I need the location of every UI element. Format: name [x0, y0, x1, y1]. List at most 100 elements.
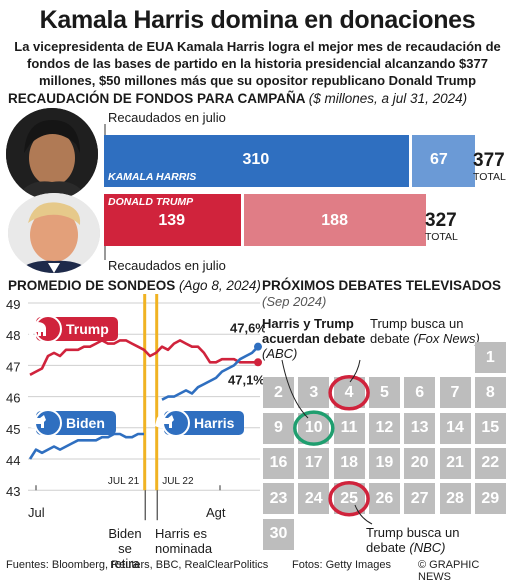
debate-nbc-network: (NBC): [409, 540, 446, 555]
biden-badge: Biden: [27, 409, 116, 437]
calendar-day-8: 8: [474, 377, 506, 409]
calendar-day-3: 3: [298, 377, 330, 409]
harris-badge: Harris: [155, 409, 244, 437]
harris-total: 377: [473, 150, 505, 171]
harris-other-bar: [412, 135, 475, 187]
poll-ytick: 49: [6, 297, 20, 312]
debates-subtitle: (Sep 2024): [262, 294, 327, 309]
harris-poll-line: [161, 345, 259, 401]
fundraising-title-text: RECAUDACIÓN DE FONDOS PARA CAMPAÑA: [8, 91, 305, 106]
calendar-day-16: 16: [263, 447, 294, 479]
debates-title: PRÓXIMOS DEBATES TELEVISADOS: [262, 278, 502, 293]
calendar-annotations: [281, 359, 373, 525]
trump-july-value: 139: [158, 212, 186, 229]
poll-ytick: 48: [6, 328, 20, 343]
polls-title: PROMEDIO DE SONDEOS (Ago 8, 2024): [8, 278, 268, 293]
calendar-day-9: 9: [263, 412, 294, 444]
trump-other-bar: [243, 194, 426, 246]
trump-photo: [8, 193, 100, 273]
calendar-day-12: 12: [368, 412, 400, 444]
calendar-day-23: 23: [263, 483, 294, 515]
debate-fox-network: (Fox News): [413, 331, 480, 346]
calendar-day-28: 28: [439, 483, 471, 515]
trump-end-label: 47,6%: [230, 321, 265, 336]
calendar-day-24: 24: [298, 483, 330, 515]
biden-badge-mascot-icon: [27, 414, 46, 428]
calendar-day-19: 19: [368, 447, 400, 479]
footer-photos: Fotos: Getty Images: [292, 559, 392, 571]
poll-ytick: 47: [6, 359, 20, 374]
harris-nominated-note: Harris es nominada: [155, 526, 213, 556]
debate-abc-text: Harris y Trump acuerdan debate: [262, 316, 366, 346]
debate-abc-note: Harris y Trump acuerdan debate (ABC): [262, 316, 366, 361]
svg-text:Harris: Harris: [194, 415, 235, 431]
calendar-day-29: 29: [474, 483, 506, 515]
calendar-day-15: 15: [474, 412, 506, 444]
calendar-day-5: 5: [368, 377, 400, 409]
page-subtitle: La vicepresidenta de EUA Kamala Harris l…: [14, 39, 501, 88]
biden-retire-note: Biden se retira: [108, 526, 142, 571]
biden-poll-line: [28, 432, 144, 460]
calendar-day-22: 22: [474, 447, 506, 479]
harris-photo: [6, 108, 98, 200]
harris-end-dot: [254, 342, 262, 351]
calendar-day-18: 18: [333, 447, 365, 479]
harris-badge-mascot-icon: [155, 414, 174, 428]
page-title: Kamala Harris domina en donaciones: [39, 6, 476, 34]
harris-total-label: TOTAL: [473, 171, 506, 183]
debate-abc-network: (ABC): [262, 346, 298, 361]
harris-bar-name: KAMALA HARRIS: [108, 171, 197, 183]
note-tick: [104, 124, 106, 136]
calendar-day-17: 17: [298, 447, 330, 479]
fundraising-title: RECAUDACIÓN DE FONDOS PARA CAMPAÑA ($ mi…: [8, 91, 508, 106]
jul21-label: JUL 21: [108, 476, 140, 487]
poll-xtick-jul: Jul: [28, 505, 45, 520]
poll-ytick: 45: [6, 422, 20, 437]
trump-other-value: 188: [321, 212, 348, 229]
jul21-marker: [143, 294, 147, 491]
trump-total: 327: [425, 210, 457, 231]
svg-text:Biden: Biden: [66, 415, 105, 431]
debate-nbc-note: Trump busca un debate (NBC): [366, 525, 476, 555]
calendar-day-6: 6: [404, 377, 436, 409]
poll-chart: 49 48 47 46 45 44 43 Jul Agt JUL 21 JUL 22 47,6% 47,…: [6, 294, 265, 521]
calendar-day-20: 20: [404, 447, 436, 479]
poll-ytick: 43: [6, 484, 20, 499]
calendar-day-27: 27: [404, 483, 436, 515]
fundraising-subtitle: ($ millones, a jul 31, 2024): [308, 91, 468, 106]
harris-july-bar: [104, 135, 410, 187]
calendar-day-2: 2: [263, 377, 294, 409]
footer-sources: Fuentes: Bloomberg, Reuters, BBC, RealCl…: [6, 559, 269, 571]
trump-end-dot: [254, 358, 262, 367]
calendar-day-26: 26: [368, 483, 400, 515]
poll-xtick-agt: Agt: [206, 505, 226, 520]
harris-end-label: 47,1%: [228, 372, 265, 387]
trump-total-label: TOTAL: [425, 231, 458, 243]
jul22-marker: [155, 294, 159, 491]
trump-poll-line: [29, 339, 258, 376]
harris-july-note: Recaudados en julio: [108, 110, 226, 125]
calendar-day-21: 21: [439, 447, 471, 479]
harris-other-value: 67: [430, 151, 448, 168]
jul22-label: JUL 22: [162, 476, 194, 487]
polls-subtitle: (Ago 8, 2024): [179, 278, 261, 293]
calendar-day-14: 14: [439, 412, 471, 444]
trump-bar-name: DONALD TRUMP: [108, 196, 194, 208]
debate-fox-note: Trump busca un debate (Fox News): [370, 316, 480, 346]
poll-ytick: 46: [6, 391, 20, 406]
calendar-day-7: 7: [439, 377, 471, 409]
trump-july-note: Recaudados en julio: [108, 258, 226, 273]
trump-july-bar: [104, 194, 241, 246]
harris-july-value: 310: [242, 151, 270, 168]
calendar-day-1: 1: [474, 342, 506, 373]
calendar-day-30: 30: [263, 518, 294, 550]
calendar-day-11: 11: [333, 412, 365, 444]
trump-badge-mascot-icon: [27, 322, 46, 336]
debate-nbc-text: Trump busca un debate: [366, 525, 460, 555]
trump-badge: Trump: [27, 315, 118, 343]
calendar-day-13: 13: [404, 412, 436, 444]
debate-fox-text: Trump busca un debate: [370, 316, 464, 346]
polls-title-text: PROMEDIO DE SONDEOS: [8, 278, 176, 293]
note-tick-bottom: [104, 246, 106, 260]
svg-text:Trump: Trump: [66, 321, 109, 337]
